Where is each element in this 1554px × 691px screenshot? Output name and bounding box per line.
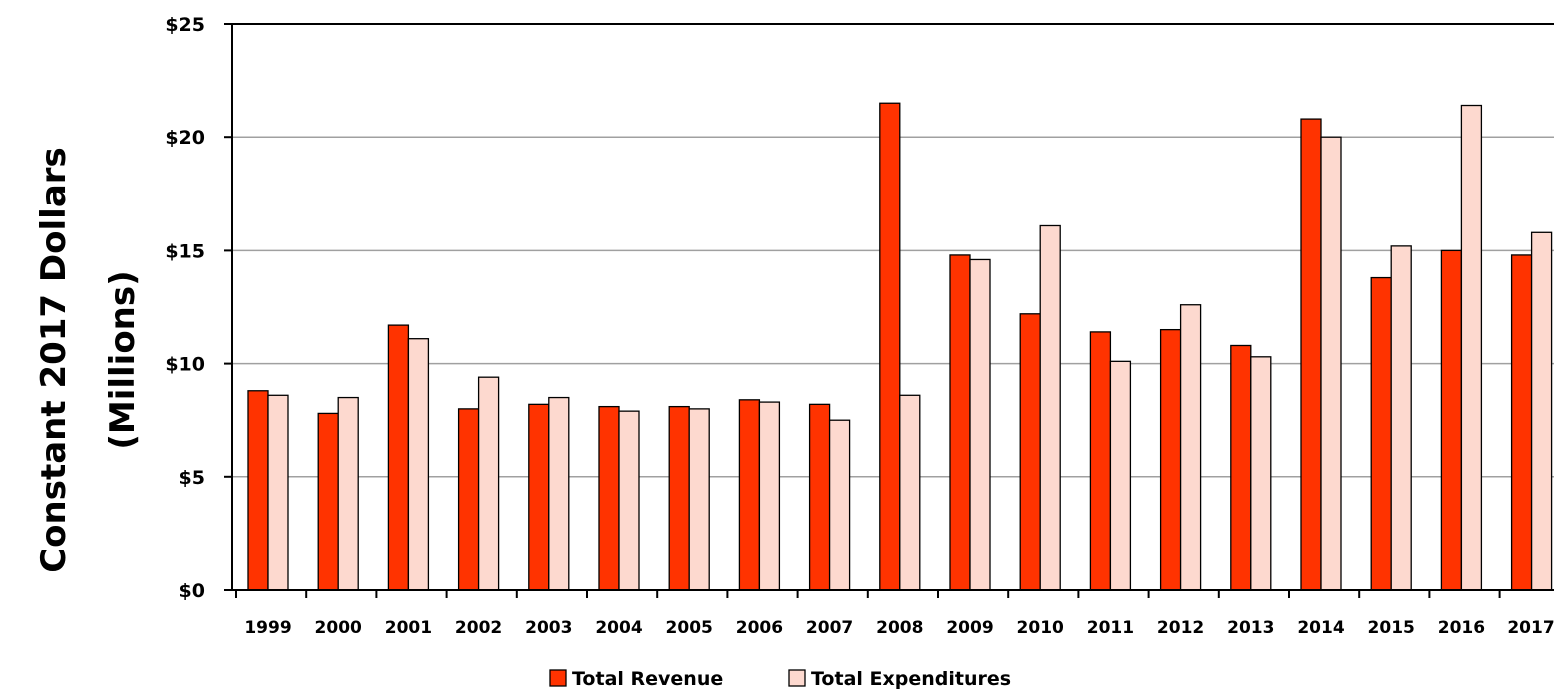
bar-expenditures-2009: [969, 258, 991, 591]
y-tick-label: $0: [179, 580, 205, 602]
x-tick-label: 2001: [385, 618, 432, 638]
axes: [224, 23, 1554, 598]
x-tick-label: 2007: [806, 618, 853, 638]
y-axis-title: Constant 2017 Dollars (Millions): [34, 147, 143, 573]
bar-revenue-2006: [738, 399, 761, 591]
legend: Total Revenue Total Expenditures: [549, 668, 1011, 690]
y-tick-label: $5: [179, 467, 205, 489]
y-tick-label: $20: [165, 127, 205, 149]
x-tick-label: 2014: [1297, 618, 1344, 638]
tick-labels: $0 $5 $10 $15 $20 $25 1999 2000 2001 2002 2003 2004…: [165, 14, 1554, 638]
bar-expenditures-2017: [1530, 231, 1553, 591]
x-tick-label: 2013: [1227, 618, 1274, 638]
bar-revenue-2001: [387, 324, 410, 591]
legend-revenue: Total Revenue: [549, 668, 723, 690]
bar-expenditures-2005: [688, 408, 710, 591]
x-tick-label: 2008: [876, 618, 923, 638]
bar-revenue-2012: [1159, 328, 1182, 591]
bar-expenditures-2013: [1250, 356, 1272, 591]
bar-expenditures-2011: [1109, 360, 1132, 591]
bar-expenditures-2002: [477, 376, 500, 591]
x-tick-label: 2005: [666, 618, 713, 638]
bar-revenue-2013: [1230, 344, 1252, 591]
legend-label: Total Revenue: [572, 668, 723, 690]
y-tick-label: $15: [165, 240, 205, 262]
x-tick-label: 2010: [1017, 618, 1064, 638]
x-tick-label: 2004: [595, 618, 642, 638]
bar-expenditures-2001: [407, 338, 430, 591]
bar-expenditures-2012: [1179, 304, 1202, 591]
bar-revenue-2000: [317, 412, 339, 591]
bar-expenditures-1999: [267, 394, 289, 591]
bar-revenue-2015: [1370, 276, 1392, 591]
bar-revenue-2005: [668, 405, 690, 591]
bar-revenue-2008: [879, 102, 901, 591]
bar-expenditures-2003: [548, 396, 570, 591]
x-tick-label: 2015: [1368, 618, 1415, 638]
x-tick-label: 2016: [1438, 618, 1485, 638]
bar-expenditures-2004: [618, 410, 640, 591]
bar-revenue-2009: [949, 254, 971, 591]
bar-revenue-1999: [247, 390, 269, 591]
x-tick-label: 2009: [946, 618, 993, 638]
legend-swatch: [788, 669, 806, 687]
bar-revenue-2010: [1019, 313, 1041, 591]
bar-expenditures-2014: [1320, 136, 1342, 591]
bars: [247, 102, 1553, 591]
x-tick-label: 2012: [1157, 618, 1204, 638]
x-tick-label: 2011: [1087, 618, 1134, 638]
bar-revenue-2007: [808, 403, 831, 591]
bar-revenue-2004: [598, 405, 620, 591]
bar-expenditures-2015: [1390, 245, 1412, 591]
bar-expenditures-2008: [899, 394, 921, 591]
y-axis-title-line1: Constant 2017 Dollars: [34, 147, 74, 573]
y-axis-title-line2: (Millions): [103, 270, 143, 449]
bar-revenue-2017: [1510, 254, 1533, 591]
x-tick-label: 2017: [1507, 618, 1554, 638]
legend-expenditures: Total Expenditures: [788, 668, 1011, 690]
legend-swatch: [549, 669, 567, 687]
y-tick-label: $25: [165, 14, 205, 36]
legend-label: Total Expenditures: [811, 668, 1011, 690]
x-tick-label: 2003: [525, 618, 572, 638]
bar-revenue-2003: [528, 403, 550, 591]
x-tick-label: 2002: [455, 618, 502, 638]
bar-expenditures-2000: [337, 396, 359, 591]
bar-revenue-2002: [457, 408, 480, 591]
x-tick-label: 1999: [244, 618, 291, 638]
x-tick-label: 2006: [736, 618, 783, 638]
bar-expenditures-2010: [1039, 224, 1061, 591]
bar-revenue-2014: [1300, 118, 1322, 591]
bar-expenditures-2007: [828, 419, 851, 591]
y-tick-label: $10: [165, 354, 205, 376]
bar-revenue-2016: [1440, 249, 1463, 591]
bar-revenue-2011: [1089, 331, 1112, 591]
x-tick-label: 2000: [315, 618, 362, 638]
bar-expenditures-2016: [1460, 104, 1483, 591]
bar-expenditures-2006: [758, 401, 781, 591]
